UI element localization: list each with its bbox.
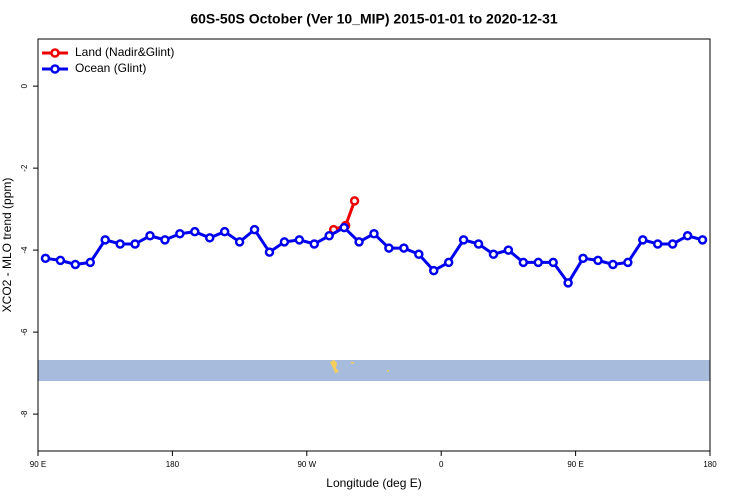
data-point bbox=[458, 235, 469, 245]
y-tick-label: -6 bbox=[20, 328, 29, 336]
legend-marker bbox=[50, 64, 60, 74]
data-point bbox=[488, 249, 499, 259]
data-point bbox=[190, 226, 200, 237]
x-tick-label: 180 bbox=[166, 460, 180, 469]
plot-frame bbox=[37, 38, 711, 452]
data-point bbox=[578, 253, 588, 264]
data-point bbox=[145, 231, 155, 241]
data-point bbox=[115, 239, 125, 249]
data-point bbox=[70, 259, 81, 270]
data-point bbox=[608, 259, 618, 270]
map-land bbox=[387, 370, 389, 372]
y-tick-label: 0 bbox=[20, 83, 29, 88]
data-point bbox=[324, 231, 334, 241]
data-point bbox=[473, 239, 484, 249]
data-point bbox=[349, 196, 360, 206]
y-tick-label: -4 bbox=[20, 246, 29, 254]
data-point bbox=[55, 255, 66, 266]
data-point bbox=[369, 228, 379, 239]
data-point bbox=[399, 243, 409, 253]
data-point bbox=[384, 243, 394, 253]
data-point bbox=[339, 222, 349, 233]
map-land bbox=[330, 360, 339, 373]
y-tick-label: -8 bbox=[20, 410, 29, 418]
data-point bbox=[219, 226, 230, 237]
data-point bbox=[428, 265, 439, 276]
data-point bbox=[279, 237, 290, 247]
data-point bbox=[652, 239, 663, 249]
chart-title: 60S-50S October (Ver 10_MIP) 2015-01-01 … bbox=[190, 11, 558, 27]
data-point bbox=[354, 237, 364, 247]
map-strip bbox=[38, 360, 710, 381]
data-point bbox=[294, 235, 305, 245]
data-point bbox=[563, 278, 573, 288]
x-tick-label: 180 bbox=[703, 460, 717, 469]
data-point bbox=[533, 257, 544, 268]
y-tick-label: -2 bbox=[20, 164, 29, 172]
data-point bbox=[175, 228, 185, 239]
data-point bbox=[160, 235, 170, 245]
legend-label: Ocean (Glint) bbox=[75, 61, 146, 75]
x-tick-label: 90 E bbox=[567, 460, 583, 469]
data-point bbox=[414, 249, 424, 259]
data-point bbox=[443, 257, 454, 268]
data-point bbox=[85, 257, 96, 268]
data-point bbox=[100, 235, 110, 245]
data-point bbox=[593, 255, 603, 266]
data-point bbox=[638, 235, 648, 245]
x-tick-label: 90 W bbox=[297, 460, 316, 469]
map-land bbox=[351, 362, 354, 364]
legend-label: Land (Nadir&Glint) bbox=[75, 45, 174, 59]
data-point bbox=[667, 239, 678, 249]
data-point bbox=[204, 233, 215, 243]
data-point bbox=[130, 239, 140, 249]
data-point bbox=[234, 237, 245, 247]
data-point bbox=[503, 245, 514, 255]
data-point bbox=[623, 257, 633, 268]
y-axis-label: XCO2 - MLO trend (ppm) bbox=[0, 178, 14, 313]
data-point bbox=[697, 235, 708, 245]
legend-marker bbox=[50, 48, 60, 58]
data-point bbox=[40, 253, 51, 264]
x-axis-label: Longitude (deg E) bbox=[326, 476, 421, 490]
data-point bbox=[264, 247, 275, 257]
data-point bbox=[682, 231, 693, 241]
data-point bbox=[548, 257, 558, 268]
x-tick-label: 0 bbox=[439, 460, 444, 469]
data-point bbox=[309, 239, 320, 249]
data-point bbox=[518, 257, 529, 268]
x-tick-label: 90 E bbox=[30, 460, 46, 469]
data-point bbox=[249, 224, 260, 235]
